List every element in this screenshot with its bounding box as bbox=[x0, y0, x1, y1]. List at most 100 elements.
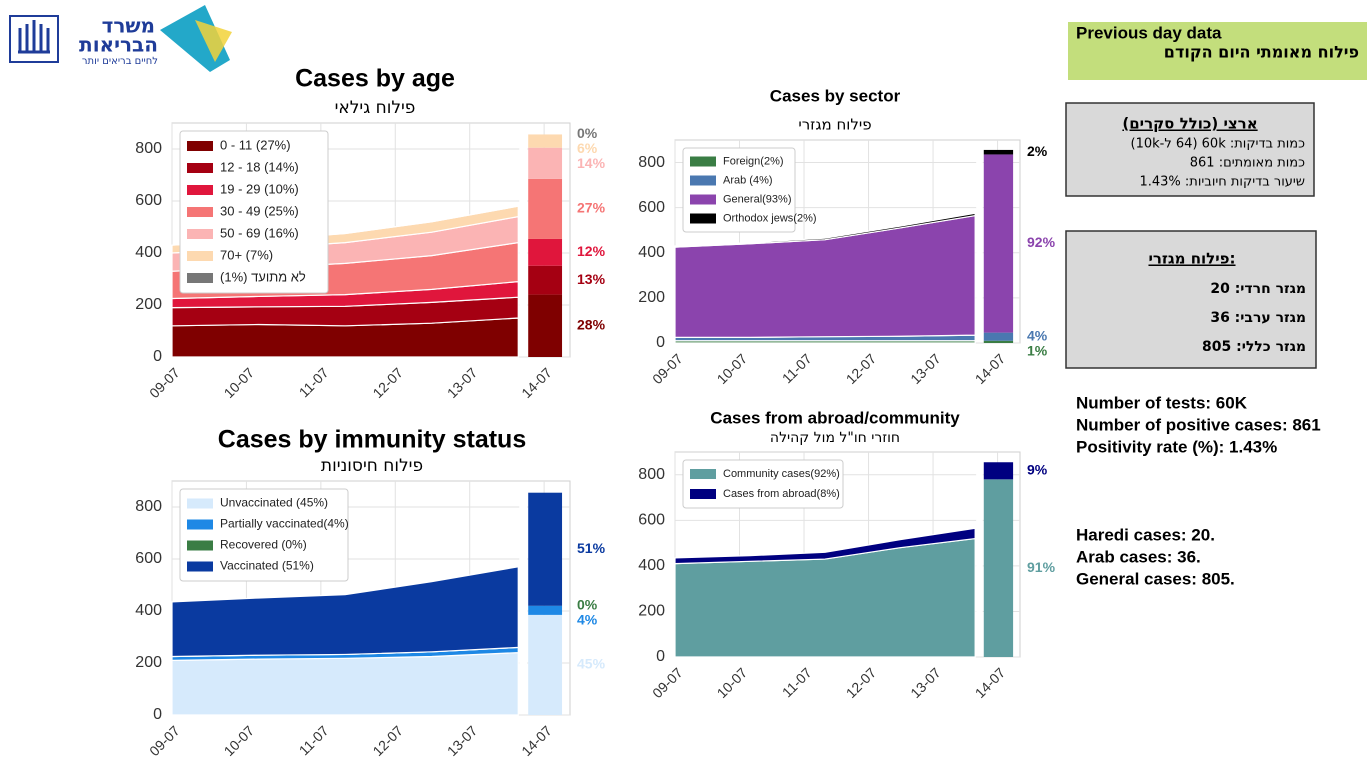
header-subtitle: פילוח מאומתי היום הקודם bbox=[1164, 43, 1359, 62]
x-tick-label: 11-07 bbox=[779, 350, 815, 386]
chart-subtitle: פילוח חיסוניות bbox=[321, 456, 423, 476]
legend-label: 70+ (7%) bbox=[220, 247, 273, 262]
percent-label: 14% bbox=[577, 155, 606, 171]
x-tick-label: 14-07 bbox=[972, 350, 1009, 387]
charts: Cases by age פילוח גילאי 0 200 400 600 800 09-0… bbox=[135, 65, 1055, 759]
sector-box bbox=[1065, 230, 1317, 369]
percent-label: 27% bbox=[577, 200, 606, 216]
percent-label: 28% bbox=[577, 317, 606, 333]
bar bbox=[528, 134, 563, 148]
x-tick-label: 14-07 bbox=[518, 364, 555, 401]
percent-label: 51% bbox=[577, 540, 606, 556]
bar-gap bbox=[519, 124, 528, 356]
y-tick-label: 600 bbox=[638, 199, 665, 216]
y-tick-label: 400 bbox=[638, 244, 665, 261]
percent-label: 92% bbox=[1027, 234, 1056, 250]
x-tick-label: 13-07 bbox=[907, 664, 944, 701]
x-tick-label: 12-07 bbox=[843, 664, 880, 701]
y-tick-label: 800 bbox=[638, 154, 665, 171]
legend-label: 30 - 49 (25%) bbox=[220, 203, 299, 218]
x-tick-label: 10-07 bbox=[714, 350, 751, 387]
bar bbox=[528, 265, 563, 295]
national-line: כמות מאומתים: 861 bbox=[1190, 156, 1305, 171]
chart-title: Cases by immunity status bbox=[218, 426, 526, 454]
legend-label: Orthodox jews(2%) bbox=[723, 212, 817, 224]
bar bbox=[983, 340, 1014, 343]
chart-title: Cases from abroad/community bbox=[710, 408, 960, 427]
percent-label: 0% bbox=[577, 597, 598, 613]
legend-swatch bbox=[187, 540, 213, 551]
x-tick-label: 11-07 bbox=[779, 664, 815, 700]
bar bbox=[983, 149, 1014, 155]
percent-label: 1% bbox=[1027, 342, 1048, 358]
summary-line: Number of positive cases: 861 bbox=[1076, 415, 1321, 434]
sector-title: פילוח מגזרי: bbox=[1148, 250, 1235, 268]
chart-subtitle: פילוח גילאי bbox=[335, 98, 416, 118]
legend-swatch bbox=[187, 561, 213, 572]
bar bbox=[983, 332, 1014, 341]
area bbox=[674, 212, 976, 248]
legend-swatch bbox=[187, 251, 213, 261]
chart: Cases by sector פילוח מגזרי 0 200 400 600 800 0… bbox=[638, 86, 1055, 387]
y-tick-label: 0 bbox=[153, 348, 162, 365]
legend-swatch bbox=[690, 194, 716, 205]
legend-label: Community cases(92%) bbox=[723, 468, 840, 480]
summary-line: General cases: 805. bbox=[1076, 569, 1235, 588]
summary: Number of tests: 60K Number of positive c… bbox=[1076, 393, 1321, 588]
legend-box bbox=[682, 459, 844, 509]
x-tick-label: 14-07 bbox=[972, 664, 1009, 701]
legend-label: לא מתועד (1%) bbox=[220, 269, 306, 284]
x-tick-label: 11-07 bbox=[296, 722, 332, 758]
x-tick-label: 10-07 bbox=[221, 364, 258, 401]
legend-swatch bbox=[187, 273, 213, 283]
y-tick-label: 600 bbox=[638, 512, 665, 529]
legend-swatch bbox=[187, 519, 213, 530]
legend-label: Foreign(2%) bbox=[723, 155, 784, 167]
summary-line: Haredi cases: 20. bbox=[1076, 525, 1215, 544]
chart-subtitle: חוזרי חו"ל מול קהילה bbox=[770, 430, 900, 446]
summary-line: Number of tests: 60K bbox=[1076, 393, 1248, 412]
percent-label: 91% bbox=[1027, 559, 1056, 575]
header-box bbox=[1068, 22, 1367, 80]
percent-label: 45% bbox=[577, 656, 606, 672]
y-tick-label: 200 bbox=[638, 603, 665, 620]
percent-label: 6% bbox=[577, 140, 598, 156]
chart-title: Cases by sector bbox=[770, 86, 901, 105]
y-tick-label: 400 bbox=[135, 244, 162, 261]
legend-label: General(93%) bbox=[723, 193, 791, 205]
bar bbox=[983, 479, 1014, 657]
header-title: Previous day data bbox=[1076, 23, 1222, 42]
y-tick-label: 0 bbox=[153, 706, 162, 723]
national-title: ארצי (כולל סקרים) bbox=[1122, 115, 1257, 133]
bar bbox=[528, 614, 563, 715]
sector-line: מגזר חרדי: 20 bbox=[1210, 281, 1306, 297]
bar-gap bbox=[976, 453, 983, 656]
y-tick-label: 800 bbox=[135, 140, 162, 157]
y-tick-label: 400 bbox=[638, 557, 665, 574]
national-box bbox=[1065, 102, 1315, 197]
x-tick-label: 09-07 bbox=[146, 722, 183, 759]
x-tick-label: 13-07 bbox=[907, 350, 944, 387]
bar bbox=[528, 147, 563, 179]
sector-line: מגזר כללי: 805 bbox=[1202, 339, 1306, 355]
percent-label: 9% bbox=[1027, 461, 1048, 477]
legend-label: 19 - 29 (10%) bbox=[220, 181, 299, 196]
chart: Cases by age פילוח גילאי 0 200 400 600 800 09-0… bbox=[135, 65, 605, 401]
x-tick-label: 12-07 bbox=[369, 364, 406, 401]
sector-line: מגזר ערבי: 36 bbox=[1210, 310, 1306, 326]
y-tick-label: 600 bbox=[135, 550, 162, 567]
x-tick-label: 09-07 bbox=[146, 364, 183, 401]
bar bbox=[528, 178, 563, 239]
y-tick-label: 400 bbox=[135, 602, 162, 619]
y-tick-label: 800 bbox=[135, 498, 162, 515]
legend-swatch bbox=[187, 185, 213, 195]
bar bbox=[528, 605, 563, 615]
bar bbox=[528, 294, 563, 357]
logo-text: הבריאות bbox=[79, 33, 158, 57]
chart: Cases from abroad/community חוזרי חו"ל מו… bbox=[638, 408, 1055, 701]
area bbox=[171, 566, 519, 658]
x-tick-label: 13-07 bbox=[444, 722, 481, 759]
percent-label: 4% bbox=[577, 612, 598, 628]
